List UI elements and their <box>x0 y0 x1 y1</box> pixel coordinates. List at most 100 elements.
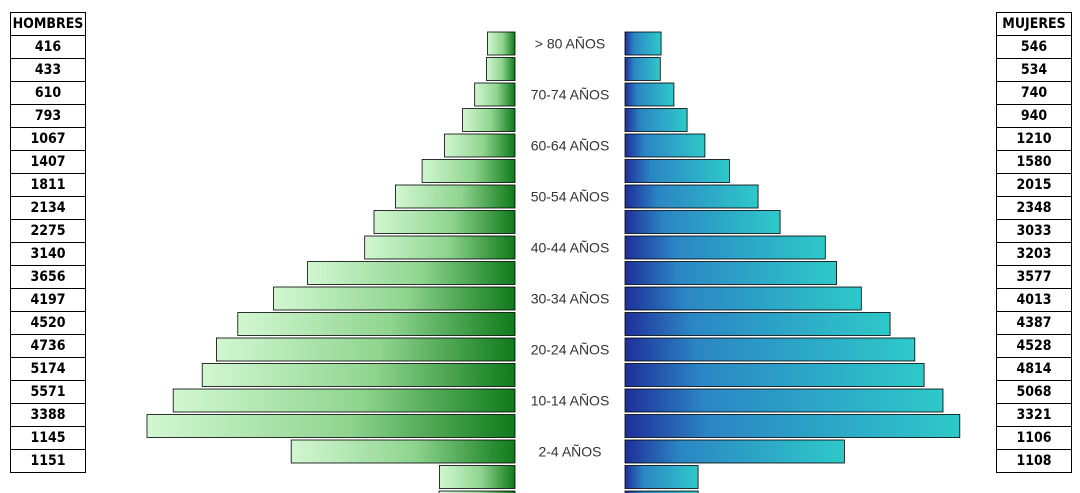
table-row: 1108 <box>996 449 1072 473</box>
bar-male-16 <box>290 439 516 464</box>
bar-female-6 <box>624 184 759 209</box>
bar-female-14 <box>624 388 944 413</box>
age-label-14: 10-14 AÑOS <box>531 393 610 409</box>
table-row: 2275 <box>10 219 86 243</box>
male-value-9: 3140 <box>10 242 86 266</box>
female-value-17: 1106 <box>996 426 1072 450</box>
table-row: 2134 <box>10 196 86 220</box>
table-row: 4520 <box>10 311 86 335</box>
bar-male-15 <box>146 414 516 438</box>
bar-female-1 <box>624 57 661 81</box>
bar-male-5 <box>421 159 516 183</box>
age-label-0: > 80 AÑOS <box>535 36 605 52</box>
female-value-18: 1108 <box>996 449 1072 473</box>
bar-male-12 <box>215 337 516 362</box>
bar-female-12 <box>624 337 916 362</box>
table-row: 3140 <box>10 242 86 266</box>
table-row: 3388 <box>10 403 86 427</box>
female-value-14: 4814 <box>996 357 1072 381</box>
age-label-12: 20-24 AÑOS <box>531 342 610 358</box>
table-row: 4013 <box>996 288 1072 312</box>
female-values-table: MUJERES 546 534 740 940 1210 1580 2015 2348 3033 3… <box>996 12 1072 473</box>
table-row: 5174 <box>10 357 86 381</box>
female-value-5: 1580 <box>996 150 1072 174</box>
male-value-12: 4520 <box>10 311 86 335</box>
female-value-7: 2348 <box>996 196 1072 220</box>
male-value-17: 1145 <box>10 426 86 450</box>
female-value-2: 740 <box>996 81 1072 105</box>
bar-male-7 <box>373 210 516 234</box>
bar-male-14 <box>172 388 516 413</box>
table-row: 1151 <box>10 449 86 473</box>
table-row: 3033 <box>996 219 1072 243</box>
female-value-6: 2015 <box>996 173 1072 197</box>
table-row: 2015 <box>996 173 1072 197</box>
male-header: HOMBRES <box>10 12 86 36</box>
male-value-11: 4197 <box>10 288 86 312</box>
bar-female-16 <box>624 439 845 464</box>
bar-female-13 <box>624 363 925 387</box>
female-value-0: 546 <box>996 35 1072 59</box>
table-row: 3577 <box>996 265 1072 289</box>
table-row: 5571 <box>10 380 86 404</box>
female-value-12: 4387 <box>996 311 1072 335</box>
male-value-1: 433 <box>10 58 86 82</box>
table-row: 433 <box>10 58 86 82</box>
table-row: 546 <box>996 35 1072 59</box>
female-value-11: 4013 <box>996 288 1072 312</box>
bar-female-7 <box>624 210 781 234</box>
table-row: 1580 <box>996 150 1072 174</box>
bar-female-3 <box>624 108 688 132</box>
male-values-table: HOMBRES 416 433 610 793 1067 1407 1811 2134 2275 3… <box>10 12 86 473</box>
bar-male-13 <box>201 363 516 387</box>
bar-male-2 <box>474 82 516 107</box>
female-value-9: 3203 <box>996 242 1072 266</box>
table-row: 1407 <box>10 150 86 174</box>
table-row: 1811 <box>10 173 86 197</box>
female-value-13: 4528 <box>996 334 1072 358</box>
table-row: 3321 <box>996 403 1072 427</box>
table-row: 4197 <box>10 288 86 312</box>
age-group-labels: > 80 AÑOS 70-74 AÑOS 60-64 AÑOS 50-54 AÑOS 4… <box>531 36 610 460</box>
male-value-5: 1407 <box>10 150 86 174</box>
bar-female-9 <box>624 261 838 285</box>
table-row: 5068 <box>996 380 1072 404</box>
male-value-4: 1067 <box>10 127 86 151</box>
table-row: 1067 <box>10 127 86 151</box>
table-row: 4528 <box>996 334 1072 358</box>
bar-male-10 <box>273 286 516 311</box>
female-value-8: 3033 <box>996 219 1072 243</box>
male-value-18: 1151 <box>10 449 86 473</box>
table-row: 3656 <box>10 265 86 289</box>
bar-male-18 <box>438 490 516 493</box>
male-value-13: 4736 <box>10 334 86 358</box>
table-row: 416 <box>10 35 86 59</box>
female-value-15: 5068 <box>996 380 1072 404</box>
bar-female-15 <box>624 414 961 438</box>
female-value-1: 534 <box>996 58 1072 82</box>
bar-male-0 <box>487 31 516 56</box>
bar-male-9 <box>307 261 516 285</box>
bar-male-1 <box>485 57 516 81</box>
table-row: 1106 <box>996 426 1072 450</box>
table-row: 4814 <box>996 357 1072 381</box>
age-label-8: 40-44 AÑOS <box>531 240 610 256</box>
male-value-7: 2134 <box>10 196 86 220</box>
male-value-14: 5174 <box>10 357 86 381</box>
age-label-2: 70-74 AÑOS <box>531 87 610 103</box>
bar-female-0 <box>624 31 662 56</box>
male-value-15: 5571 <box>10 380 86 404</box>
bar-female-10 <box>624 286 862 311</box>
table-row: 740 <box>996 81 1072 105</box>
bar-female-11 <box>624 312 891 336</box>
table-row: 610 <box>10 81 86 105</box>
female-value-3: 940 <box>996 104 1072 128</box>
male-value-3: 793 <box>10 104 86 128</box>
female-bars <box>624 31 961 493</box>
age-label-6: 50-54 AÑOS <box>531 189 610 205</box>
male-value-0: 416 <box>10 35 86 59</box>
age-label-4: 60-64 AÑOS <box>531 138 610 154</box>
table-row: 3203 <box>996 242 1072 266</box>
female-header: MUJERES <box>996 12 1072 36</box>
